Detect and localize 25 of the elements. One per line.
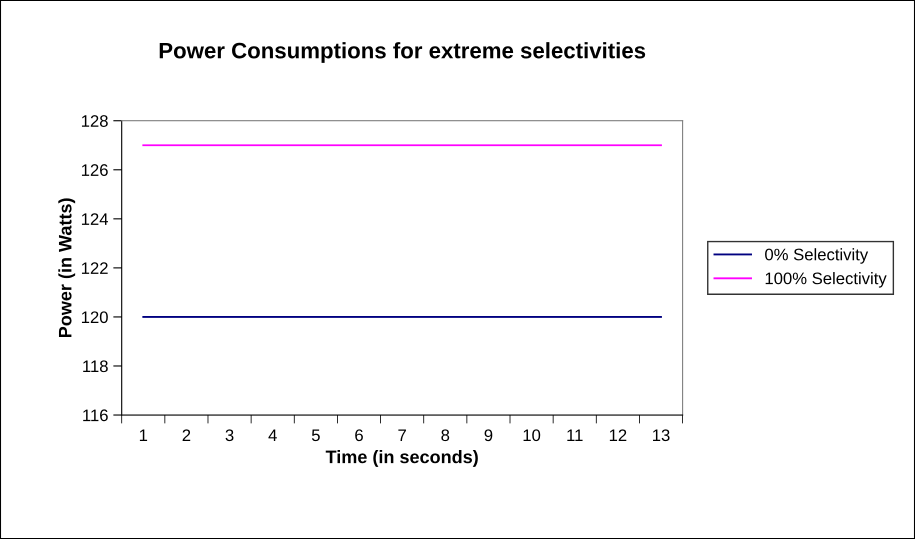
y-tick-label: 118 [83,360,108,372]
chart-title: Power Consumptions for extreme selectivities [160,42,646,63]
x-tick-label: 5 [312,430,320,442]
y-tick-label: 116 [83,409,108,422]
x-axis-title: Time (in seconds) [326,450,478,467]
legend-label: 100% Selectivity [766,272,887,288]
legend-label: 0% Selectivity [765,248,868,264]
y-tick-label: 128 [82,115,108,127]
x-tick-label: 7 [398,430,406,441]
x-tick-label: 12 [610,429,626,441]
x-tick-label: 6 [355,429,363,442]
x-tick-label: 3 [226,429,234,442]
x-tick-label: 4 [268,430,277,441]
x-tick-label: 8 [441,429,450,442]
x-tick-label: 1 [140,430,148,441]
y-axis-title: Power (in Watts) [58,198,76,338]
x-tick-label: 10 [524,429,540,442]
y-tick-label: 124 [82,213,108,225]
x-tick-label: 11 [567,430,583,441]
y-tick-label: 126 [82,164,108,176]
y-tick-label: 122 [82,262,108,274]
x-tick-label: 13 [653,429,670,442]
x-tick-label: 2 [182,429,190,441]
x-tick-label: 9 [484,429,492,442]
y-tick-label: 120 [82,311,108,324]
